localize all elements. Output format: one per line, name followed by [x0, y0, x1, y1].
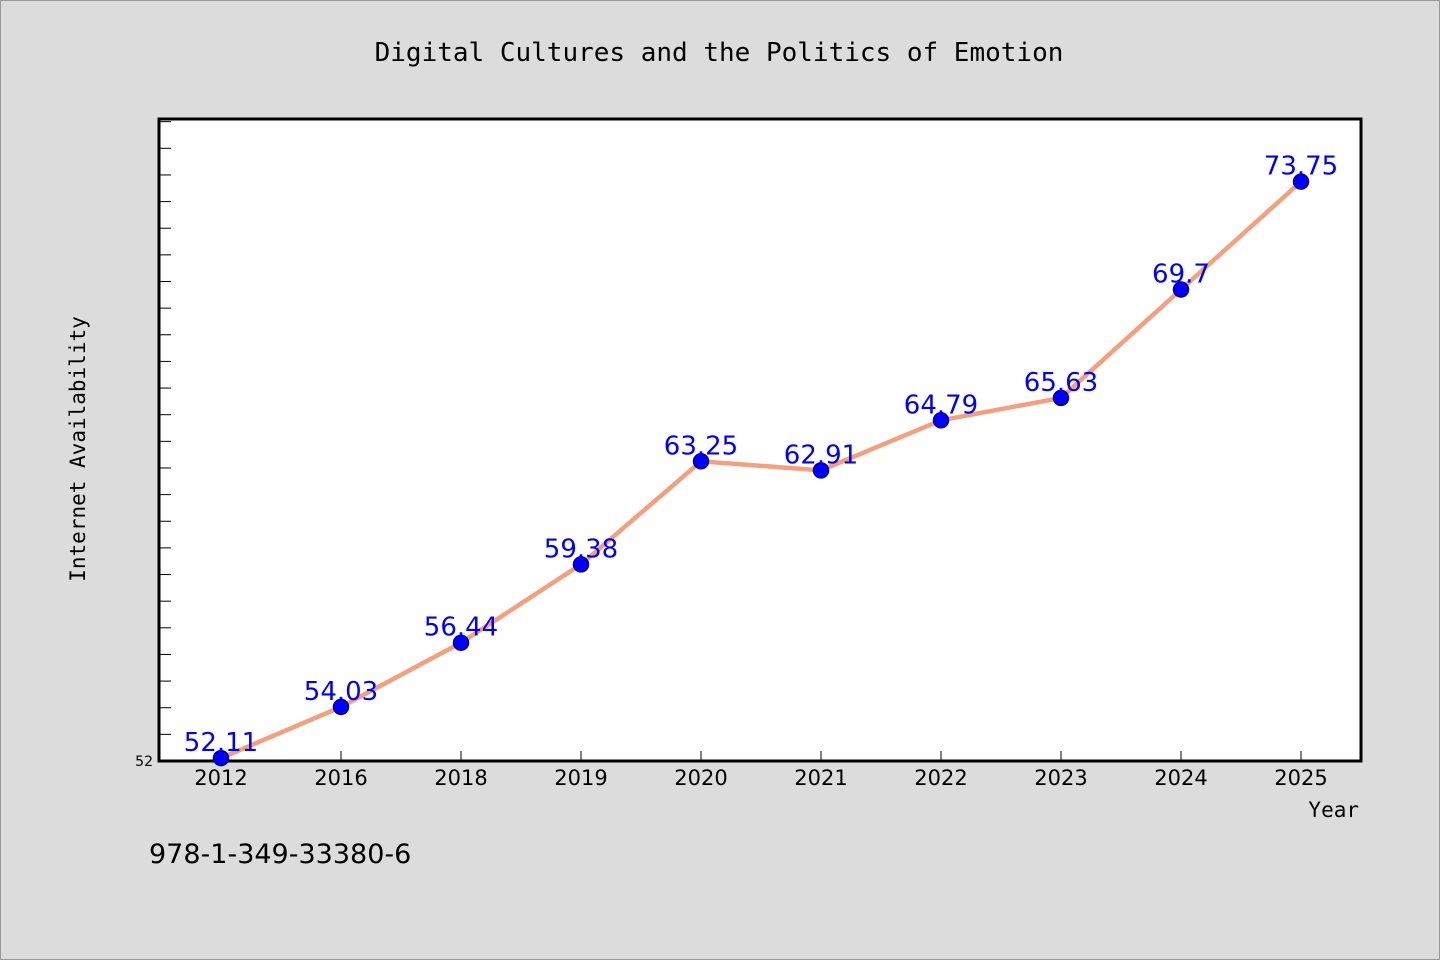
x-tick-label: 2019: [554, 766, 607, 790]
data-point: [692, 453, 710, 470]
data-point: [932, 412, 950, 429]
x-tick-label: 2020: [674, 766, 727, 790]
data-point: [1292, 173, 1310, 190]
x-tick-label: 2022: [914, 766, 967, 790]
series-line: [218, 179, 1304, 761]
series-layer: 52.11 54.03 56.44 59.38 63.25 62.91 64.79 65.63…: [184, 152, 1338, 767]
x-tick-label: 2018: [434, 766, 487, 790]
x-tick-label: 2021: [794, 766, 847, 790]
data-label: 59.38: [544, 534, 618, 564]
x-axis-ticks: 2012 2016 2018 2019 2020 2021 2022 2023 2024 2025: [194, 751, 1328, 790]
x-axis-label: Year: [1308, 798, 1359, 822]
data-label: 63.25: [664, 431, 738, 461]
data-point: [812, 462, 830, 479]
data-label: 56.44: [424, 613, 498, 643]
x-tick-label: 2012: [194, 766, 247, 790]
data-label: 52.11: [184, 728, 258, 758]
data-label: 54.03: [304, 677, 378, 707]
chart-title: Digital Cultures and the Politics of Emo…: [375, 38, 1064, 68]
y-axis-ticks: 52: [135, 121, 171, 770]
isbn-text: 978-1-349-33380-6: [149, 839, 411, 870]
plot-area: [157, 117, 1363, 763]
data-label: 62.91: [784, 440, 858, 470]
x-tick-label: 2016: [314, 766, 367, 790]
x-tick-label: 2025: [1274, 766, 1327, 790]
data-label: 69.7: [1152, 259, 1210, 289]
data-label: 64.79: [904, 390, 978, 420]
data-point: [572, 556, 590, 573]
y-tick-label: 52: [135, 754, 153, 770]
data-point: [1052, 389, 1070, 407]
data-point: [332, 698, 350, 716]
data-label: 73.75: [1264, 152, 1338, 182]
data-label: 65.63: [1024, 368, 1098, 398]
y-axis-label: Internet Availability: [66, 316, 90, 582]
data-point: [1172, 281, 1190, 298]
data-point: [212, 749, 230, 767]
data-point: [452, 634, 470, 651]
x-tick-label: 2024: [1154, 766, 1207, 790]
x-tick-label: 2023: [1034, 766, 1087, 790]
